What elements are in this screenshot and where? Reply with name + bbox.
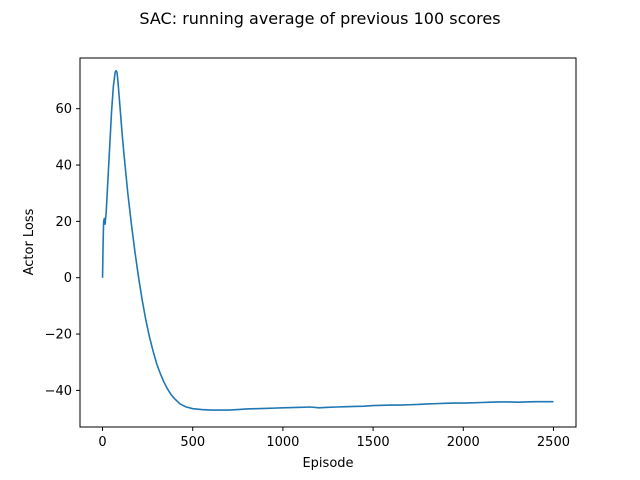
- y-tick-label: −20: [45, 328, 72, 343]
- x-tick-label: 2500: [537, 435, 570, 450]
- plot-area-frame: [79, 57, 577, 428]
- series-line: [101, 69, 554, 411]
- y-tick-label: 60: [55, 102, 72, 117]
- x-tick-label: 0: [98, 435, 106, 450]
- chart-title: SAC: running average of previous 100 sco…: [139, 9, 500, 28]
- x-tick-label: 2000: [447, 435, 480, 450]
- y-tick-label: −40: [45, 384, 72, 399]
- y-tick-label: 20: [55, 215, 72, 230]
- x-tick-label: 500: [180, 435, 205, 450]
- y-tick-label: 40: [55, 159, 72, 174]
- x-axis: 0 500 1000 1500 2000 2500: [98, 427, 570, 450]
- x-axis-label: Episode: [302, 456, 353, 471]
- y-axis: −40 −20 0 20 40 60: [45, 102, 80, 399]
- x-tick-label: 1000: [266, 435, 299, 450]
- x-tick-label: 1500: [357, 435, 390, 450]
- y-axis-label: Actor Loss: [22, 208, 37, 275]
- y-tick-label: 0: [64, 271, 72, 286]
